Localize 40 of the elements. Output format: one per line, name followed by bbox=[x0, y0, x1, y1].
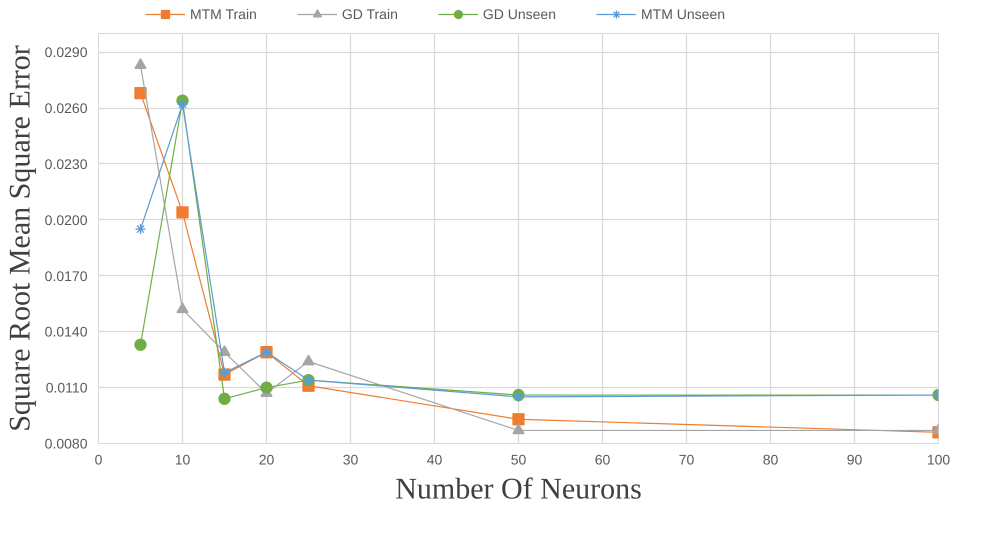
y-tick-label: 0.0260 bbox=[44, 100, 88, 116]
point bbox=[302, 354, 315, 366]
x-tick-label: 100 bbox=[926, 452, 950, 468]
y-axis-title: Square Root Mean Square Error bbox=[4, 45, 37, 432]
point bbox=[176, 206, 189, 219]
point bbox=[218, 392, 231, 405]
x-tick-label: 30 bbox=[342, 452, 358, 468]
point bbox=[176, 98, 188, 110]
point bbox=[218, 345, 231, 356]
point bbox=[512, 391, 524, 403]
x-tick-label: 90 bbox=[846, 452, 862, 468]
x-tick-label: 0 bbox=[94, 452, 103, 468]
y-tick-label: 0.0200 bbox=[44, 212, 88, 228]
x-axis-title: Number Of Neurons bbox=[395, 472, 642, 506]
y-tick-label: 0.0170 bbox=[44, 268, 88, 284]
y-tick-label: 0.0230 bbox=[44, 156, 88, 172]
x-tick-label: 50 bbox=[510, 452, 526, 468]
point bbox=[134, 86, 147, 100]
point bbox=[512, 423, 525, 434]
point bbox=[176, 302, 189, 314]
y-tick-label: 0.0140 bbox=[44, 324, 88, 340]
y-tick-label: 0.0290 bbox=[44, 44, 88, 60]
x-tick-label: 80 bbox=[762, 452, 778, 468]
x-tick-label: 40 bbox=[426, 452, 442, 468]
x-tick-label: 70 bbox=[678, 452, 694, 468]
point bbox=[134, 338, 147, 351]
point bbox=[512, 413, 525, 426]
legend-label: MTM Train bbox=[190, 6, 257, 22]
point bbox=[218, 367, 230, 378]
point bbox=[134, 58, 147, 70]
point bbox=[260, 381, 273, 394]
x-tick-label: 60 bbox=[594, 452, 610, 468]
y-tick-label: 0.0110 bbox=[46, 380, 88, 396]
x-tick-label: 20 bbox=[258, 452, 274, 468]
legend-label: MTM Unseen bbox=[641, 6, 726, 22]
y-tick-label: 0.0080 bbox=[44, 436, 88, 452]
legend-label: GD Train bbox=[342, 6, 398, 22]
legend-label: GD Unseen bbox=[482, 6, 556, 22]
point bbox=[134, 224, 146, 235]
x-tick-label: 10 bbox=[174, 452, 190, 468]
